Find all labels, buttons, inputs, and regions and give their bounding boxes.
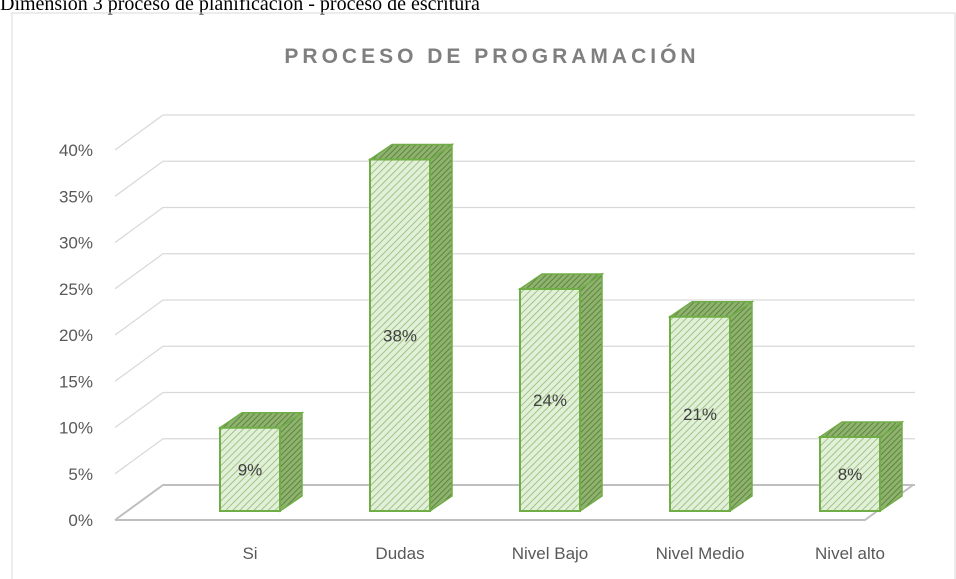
x-tick-label: Si	[242, 544, 257, 563]
grid-line	[114, 484, 915, 521]
x-tick-label: Nivel Medio	[656, 544, 745, 563]
bar	[519, 288, 581, 512]
grid-line	[114, 438, 915, 475]
y-tick-label: 30%	[59, 234, 93, 253]
bar-side	[579, 272, 603, 513]
y-tick-label: 25%	[59, 280, 93, 299]
grid-line	[114, 114, 915, 151]
data-label: 38%	[383, 326, 417, 345]
x-tick-label: Nivel Bajo	[512, 544, 589, 563]
chart-title: PROCESO DE PROGRAMACIÓN	[284, 44, 699, 68]
bar	[819, 436, 881, 512]
bar-side	[429, 143, 453, 513]
y-tick-label: 20%	[59, 326, 93, 345]
y-tick-label: 5%	[68, 465, 93, 484]
grid-line	[114, 345, 915, 382]
data-label: 8%	[838, 465, 863, 484]
x-tick-label: Nivel alto	[815, 544, 885, 563]
grid-line	[114, 299, 915, 336]
x-tick-label: Dudas	[375, 544, 424, 563]
bar	[219, 426, 281, 512]
y-tick-label: 35%	[59, 187, 93, 206]
bar-side	[729, 300, 753, 513]
grid-line	[114, 206, 915, 244]
grid-line	[114, 391, 915, 429]
y-tick-label: 10%	[59, 419, 93, 438]
bar-side	[279, 411, 303, 513]
bar	[369, 158, 431, 512]
data-label: 21%	[683, 405, 717, 424]
bar	[669, 315, 731, 512]
grid-line	[114, 253, 915, 290]
y-tick-label: 40%	[59, 141, 93, 160]
caption: Dimensión 3 proceso de planificación - p…	[0, 0, 480, 15]
y-tick-label: 0%	[68, 511, 93, 530]
chart-border	[11, 12, 956, 579]
y-tick-label: 15%	[59, 372, 93, 391]
grid-line	[114, 160, 915, 197]
data-label: 24%	[533, 391, 567, 410]
data-label: 9%	[238, 460, 263, 479]
